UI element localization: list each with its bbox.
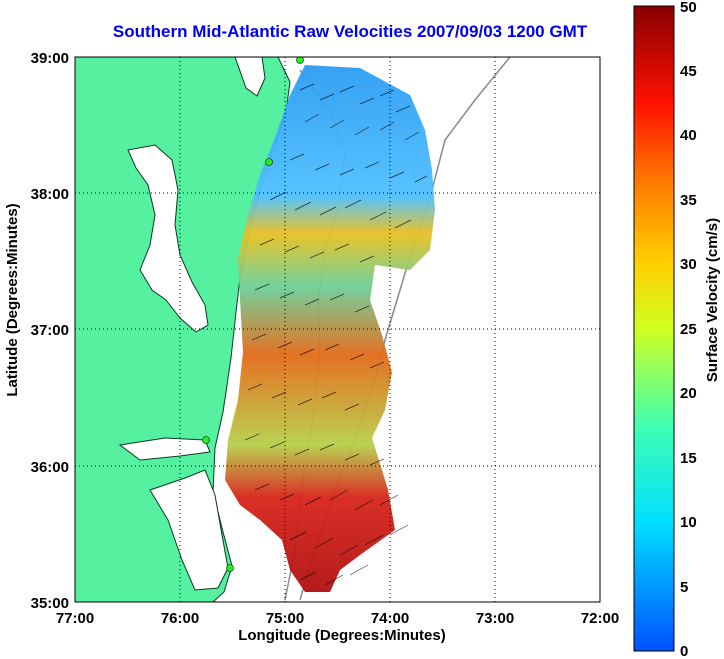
colorbar-tick: 50 [680,0,697,16]
grid-lines [75,57,600,602]
y-tick-label: 35:00 [31,595,69,612]
x-tick-label: 75:00 [266,610,304,627]
colorbar-tick: 10 [680,514,697,531]
colorbar-tick: 40 [680,127,697,144]
x-tick-label: 73:00 [476,610,514,627]
albemarle-sound [118,437,211,461]
map-title: Southern Mid-Atlantic Raw Velocities 200… [112,22,588,41]
y-tick-label: 38:00 [31,186,69,203]
colorbar-tick: 20 [680,385,697,402]
y-tick-label: 37:00 [31,322,69,339]
delaware-bay [234,57,266,97]
x-tick-labels: 77:00 76:00 75:00 74:00 73:00 72:00 [56,610,619,627]
chesapeake-bay [127,144,209,333]
radar-stations [202,57,304,572]
x-tick-label: 72:00 [581,610,619,627]
colorbar-tick: 15 [680,450,697,467]
colorbar-tick: 5 [680,579,688,596]
x-tick-label: 77:00 [56,610,94,627]
colorbar-tick: 45 [680,63,697,80]
colorbar [633,5,675,652]
colorbar-ticks: 0 5 10 15 20 25 30 35 40 45 50 [680,0,697,659]
x-axis-label: Longitude (Degrees:Minutes) [238,627,446,644]
x-tick-label: 74:00 [371,610,409,627]
colorbar-tick: 30 [680,256,697,273]
y-axis-label: Latitude (Degrees:Minutes) [4,203,21,396]
y-tick-labels: 39:00 38:00 37:00 36:00 35:00 [31,50,69,612]
colorbar-tick: 0 [680,643,688,659]
velocity-vectors [244,83,428,586]
velocity-field [225,65,435,592]
y-tick-label: 36:00 [31,459,69,476]
colorbar-label: Surface Velocity (cm/s) [704,218,721,382]
colorbar-tick: 25 [680,321,697,338]
x-tick-label: 76:00 [161,610,199,627]
y-tick-label: 39:00 [31,50,69,67]
plot-frame [74,56,601,603]
colorbar-tick: 35 [680,192,697,209]
